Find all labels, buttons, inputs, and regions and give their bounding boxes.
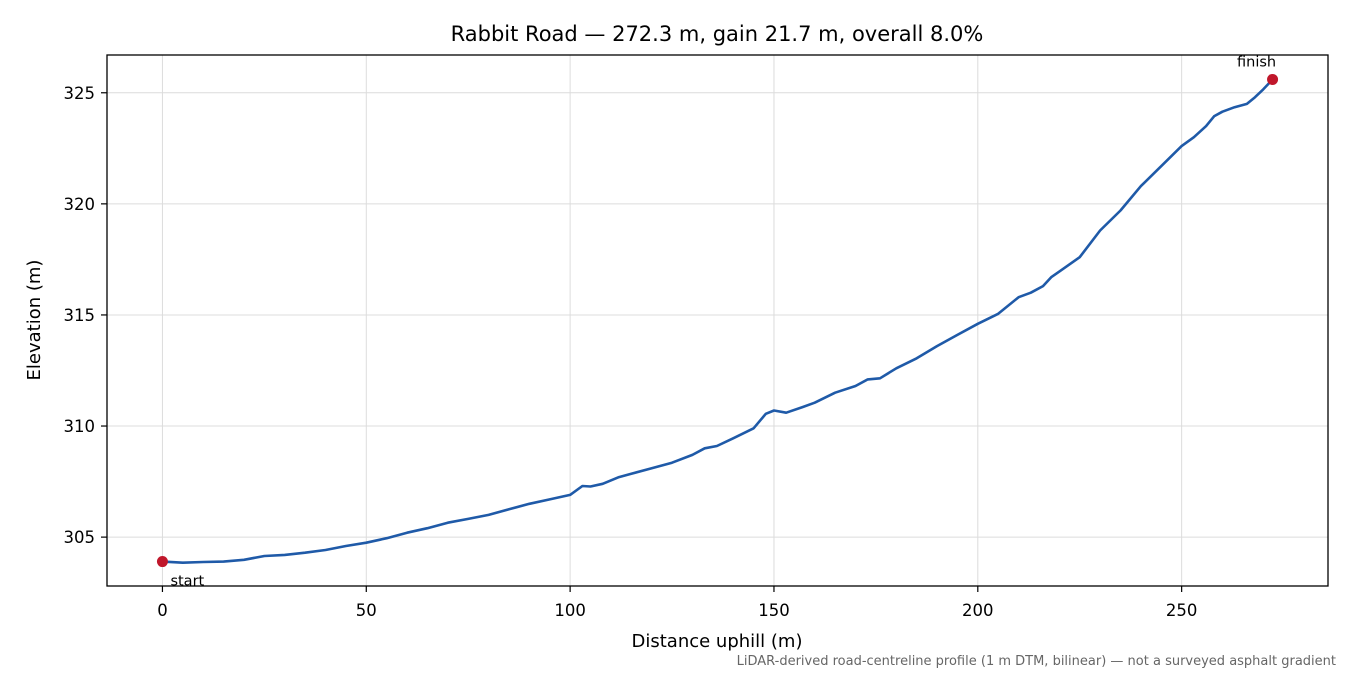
y-tick-label: 320 — [64, 195, 96, 214]
series-line-layer — [161, 78, 1274, 565]
x-axis-label: Distance uphill (m) — [632, 631, 803, 652]
grid-lines — [107, 55, 1328, 586]
plot-frame — [106, 54, 1329, 587]
y-tick-label: 325 — [64, 84, 96, 103]
x-tick-label: 200 — [962, 601, 994, 620]
y-axis-label: Elevation (m) — [24, 260, 45, 381]
y-axis-ticks: 305 310 315 320 325 — [64, 84, 107, 547]
elevation-series-line — [161, 78, 1274, 565]
endpoint-markers: start finish — [156, 54, 1279, 590]
finish-marker — [1267, 73, 1279, 85]
start-label: start — [170, 574, 204, 590]
y-tick-label: 315 — [64, 306, 96, 325]
y-tick-label: 305 — [64, 528, 96, 547]
y-tick-label: 310 — [64, 417, 96, 436]
x-tick-label: 100 — [554, 601, 586, 620]
finish-label: finish — [1237, 54, 1276, 70]
chart-title: Rabbit Road — 272.3 m, gain 21.7 m, over… — [451, 22, 984, 46]
x-axis-ticks: 0 50 100 150 200 250 — [157, 586, 1197, 620]
x-tick-label: 250 — [1166, 601, 1198, 620]
x-tick-label: 150 — [758, 601, 790, 620]
x-tick-label: 50 — [356, 601, 377, 620]
x-tick-label: 0 — [157, 601, 168, 620]
footnote: LiDAR-derived road-centreline profile (1… — [737, 654, 1336, 669]
start-marker — [156, 556, 168, 568]
